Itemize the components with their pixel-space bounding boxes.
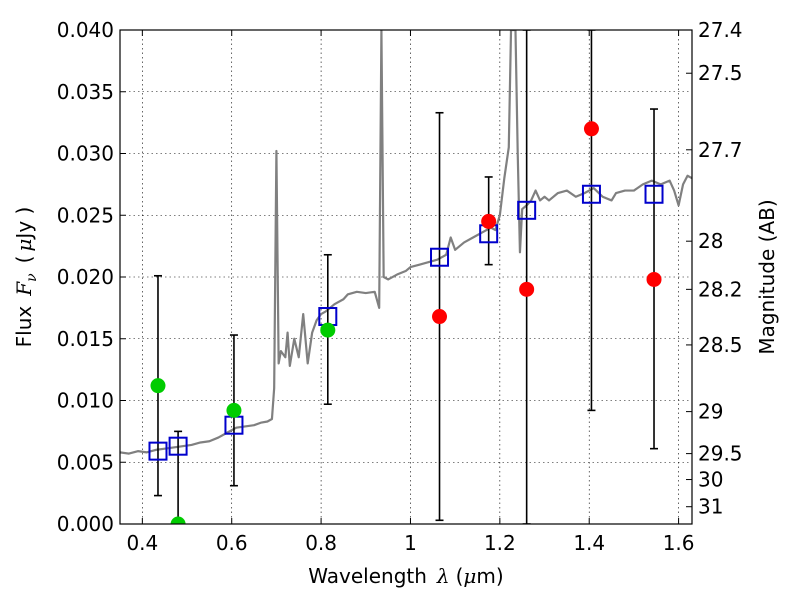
y2-tick-label: 28 bbox=[698, 229, 723, 253]
observed-point bbox=[583, 121, 599, 137]
model-photometry-square bbox=[168, 436, 188, 456]
y-axis-title: Flux Fν ( μJy ) bbox=[12, 207, 40, 348]
x-tick-label: 0.6 bbox=[216, 531, 248, 555]
y2-tick-label: 27.7 bbox=[698, 138, 743, 162]
y2-tick-label: 29.5 bbox=[698, 442, 743, 466]
x-axis-title: Wavelength λ (μm) bbox=[308, 564, 503, 588]
y2-tick-label: 28.2 bbox=[698, 277, 743, 301]
x-axis-title-unit-mu: μ bbox=[463, 564, 476, 588]
y-tick-label: 0.010 bbox=[57, 389, 114, 413]
y-tick-label: 0.005 bbox=[57, 450, 114, 474]
grid bbox=[120, 30, 692, 524]
y2-tick-label: 31 bbox=[698, 495, 723, 519]
y-tick-label: 0.000 bbox=[57, 512, 114, 536]
y2-tick-label: 29 bbox=[698, 400, 723, 424]
observed-point bbox=[150, 378, 166, 394]
observed-point bbox=[432, 309, 448, 325]
x-axis-title-symbol: λ bbox=[436, 564, 450, 588]
observed-point bbox=[481, 213, 497, 229]
plot-area bbox=[120, 30, 692, 524]
spectrum-line bbox=[120, 30, 692, 455]
y-axis-title-main: Flux bbox=[12, 306, 36, 348]
model-photometry-square bbox=[148, 441, 168, 461]
x-tick-label: 0.8 bbox=[305, 531, 337, 555]
x-tick-label: 1.4 bbox=[573, 531, 605, 555]
y-axis-title-symbol: F bbox=[12, 281, 36, 297]
x-axis-title-unit-close: m) bbox=[476, 564, 503, 588]
y-tick-label: 0.035 bbox=[57, 80, 114, 104]
y-axis-title-unit-open: ( bbox=[12, 256, 36, 264]
y-axis-title-unit-mu: μ bbox=[12, 239, 36, 252]
y2-axis-title: Magnitude (AB) bbox=[755, 199, 779, 354]
y-tick-label: 0.015 bbox=[57, 327, 114, 351]
y-tick-label: 0.040 bbox=[57, 18, 114, 42]
y-tick-label: 0.025 bbox=[57, 203, 114, 227]
y-tick-label: 0.020 bbox=[57, 265, 114, 289]
y2-tick-label: 27.5 bbox=[698, 61, 743, 85]
observed-point bbox=[646, 271, 662, 287]
x-tick-label: 1.6 bbox=[663, 531, 695, 555]
observed-point bbox=[519, 281, 535, 297]
model-photometry-square bbox=[430, 247, 450, 267]
x-tick-label: 1 bbox=[404, 531, 417, 555]
observed-point bbox=[170, 516, 186, 524]
model-photometry-square bbox=[517, 200, 537, 220]
y2-tick-label: 28.5 bbox=[698, 333, 743, 357]
y-axis-title-unit-close: Jy ) bbox=[12, 207, 36, 241]
x-tick-label: 1.2 bbox=[484, 531, 516, 555]
observed-point bbox=[226, 402, 242, 418]
model-photometry-square bbox=[644, 184, 664, 204]
x-tick-label: 0.4 bbox=[126, 531, 158, 555]
x-axis-title-main: Wavelength bbox=[308, 564, 427, 588]
y2-tick-label: 27.4 bbox=[698, 18, 743, 42]
y-tick-label: 0.030 bbox=[57, 142, 114, 166]
y-axis-title-sub: ν bbox=[24, 273, 40, 282]
model-photometry-square bbox=[581, 184, 601, 204]
x-axis-title-unit-open: ( bbox=[456, 564, 464, 588]
y2-tick-label: 30 bbox=[698, 468, 723, 492]
ticks bbox=[120, 29, 692, 525]
observed-point bbox=[320, 322, 336, 338]
